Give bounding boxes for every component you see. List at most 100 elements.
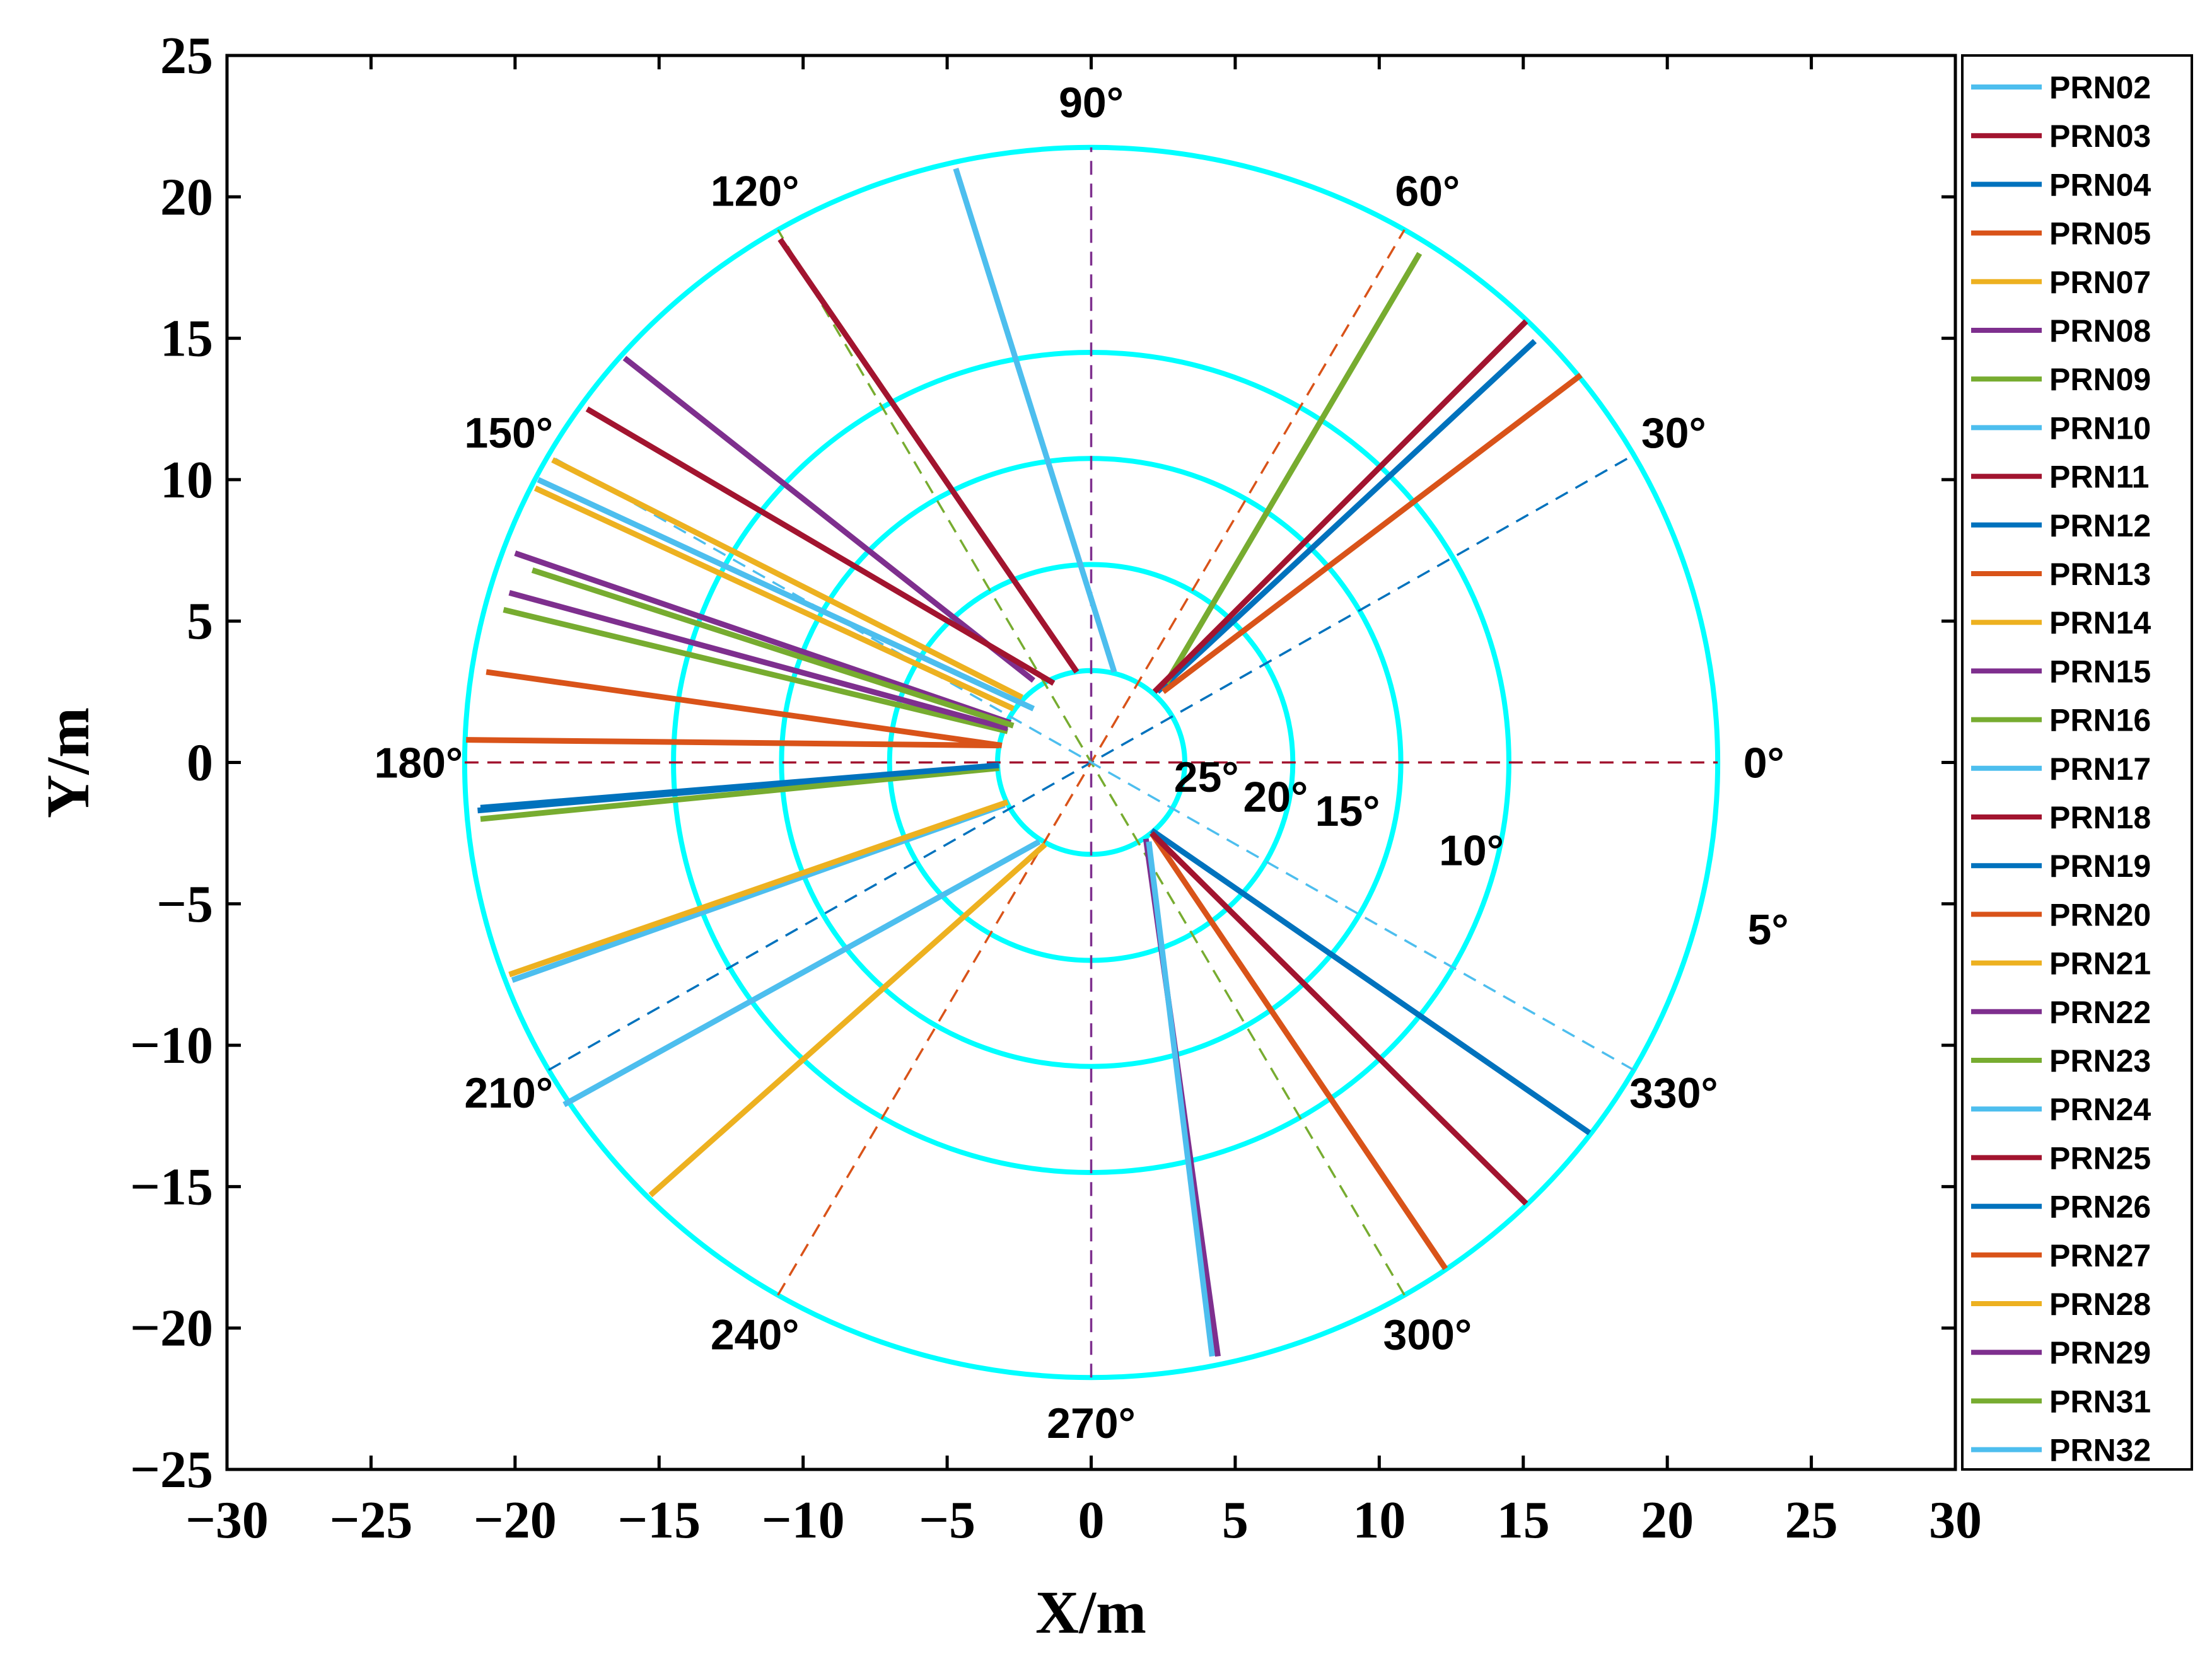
y-tick-label: 0 [187, 734, 213, 792]
y-axis-label: Y/m [34, 707, 102, 818]
series-prn07 [551, 457, 1023, 700]
x-tick-label: 15 [1497, 1491, 1550, 1549]
x-tick-label: 30 [1929, 1491, 1982, 1549]
y-tick-label: −25 [130, 1440, 213, 1499]
angle-label-90: 90° [1059, 79, 1124, 127]
series-prn05 [1161, 373, 1583, 694]
series-prn08 [622, 356, 1035, 683]
series-prn13 [1149, 831, 1448, 1271]
angle-label-180: 180° [374, 739, 463, 787]
series-lines [466, 168, 1592, 1357]
legend-label-prn04: PRN04 [2049, 167, 2151, 202]
legend-label-prn29: PRN29 [2049, 1335, 2151, 1370]
ring-label-3: 15° [1315, 787, 1380, 835]
angle-label-330: 330° [1629, 1069, 1718, 1117]
ring-label-4: 10° [1439, 827, 1504, 875]
x-tick-label: −25 [329, 1491, 412, 1549]
radial-line-150 [548, 454, 1634, 1071]
legend-label-prn26: PRN26 [2049, 1190, 2151, 1225]
series-prn31 [531, 567, 1015, 729]
series-prn22 [508, 589, 1009, 732]
legend-label-prn15: PRN15 [2049, 654, 2151, 689]
x-tick-label: 0 [1078, 1491, 1105, 1549]
legend-label-prn12: PRN12 [2049, 508, 2151, 543]
legend-label-prn09: PRN09 [2049, 362, 2151, 397]
angle-label-0: 0° [1743, 739, 1784, 787]
series-prn28 [648, 842, 1047, 1198]
y-tick-label: 10 [160, 451, 213, 509]
y-tick-label: 20 [160, 168, 213, 226]
x-tick-label: −20 [474, 1491, 557, 1549]
series-prn21 [508, 799, 1009, 978]
angle-label-210: 210° [464, 1069, 553, 1117]
legend-label-prn08: PRN08 [2049, 313, 2151, 349]
ring-label-5: 5° [1748, 906, 1789, 954]
series-prn03 [777, 238, 1080, 674]
legend-label-prn11: PRN11 [2049, 460, 2149, 495]
radial-lines [464, 147, 1718, 1378]
legend-box [1961, 54, 2193, 1471]
legend-items: PRN02 PRN03 PRN04 PRN05 PRN07 PRN08 PRN09 PRN10… [1971, 70, 2151, 1468]
x-tick-label: 10 [1353, 1491, 1406, 1549]
legend-label-prn24: PRN24 [2049, 1092, 2151, 1127]
legend-label-prn19: PRN19 [2049, 848, 2151, 884]
y-tick-label: −5 [156, 875, 213, 934]
x-tick-label: 5 [1222, 1491, 1249, 1549]
x-tick-label: 20 [1641, 1491, 1694, 1549]
series-prn32 [1146, 841, 1215, 1357]
series-prn20 [486, 669, 1003, 749]
series-prn14 [533, 485, 1015, 712]
ring-labels: 25° 20° 15° 10° 5° [1174, 753, 1789, 954]
series-prn18 [585, 406, 1056, 686]
series-prn12 [1150, 828, 1592, 1135]
legend-label-prn02: PRN02 [2049, 70, 2151, 105]
axis-ticks: −30 −25 −20 −15 −10 −5 0 5 10 15 20 25 30−25−20−15−1… [130, 26, 1982, 1549]
x-tick-label: 25 [1785, 1491, 1838, 1549]
series-prn16 [503, 606, 1009, 734]
x-tick-label: −5 [919, 1491, 975, 1549]
legend-label-prn23: PRN23 [2049, 1043, 2151, 1079]
legend-label-prn31: PRN31 [2049, 1384, 2151, 1419]
legend-label-prn27: PRN27 [2049, 1238, 2151, 1273]
legend-label-prn32: PRN32 [2049, 1433, 2151, 1468]
series-prn27 [466, 737, 999, 749]
angle-label-300: 300° [1383, 1311, 1472, 1359]
angle-label-30: 30° [1641, 409, 1706, 457]
x-tick-label: −10 [762, 1491, 845, 1549]
legend-label-prn13: PRN13 [2049, 557, 2151, 592]
y-tick-label: 15 [160, 310, 213, 368]
series-prn15 [514, 550, 1012, 726]
angle-labels: 0° 30° 60° 90° 120° 150° 180° 210° 240° 270° 300° 3… [374, 79, 1784, 1447]
legend-label-prn17: PRN17 [2049, 751, 2151, 787]
series-prn04 [1155, 339, 1537, 694]
ring-label-1: 25° [1174, 753, 1239, 801]
y-tick-label: −15 [130, 1157, 213, 1216]
y-tick-label: −10 [130, 1016, 213, 1075]
legend-label-prn20: PRN20 [2049, 897, 2151, 932]
legend-label-prn28: PRN28 [2049, 1287, 2151, 1322]
legend-label-prn25: PRN25 [2049, 1140, 2151, 1176]
series-prn26 [480, 762, 999, 811]
legend-label-prn21: PRN21 [2049, 946, 2151, 982]
series-prn02 [953, 168, 1117, 673]
legend-label-prn16: PRN16 [2049, 703, 2151, 738]
angle-label-150: 150° [464, 409, 553, 457]
angle-label-270: 270° [1047, 1399, 1136, 1447]
y-tick-label: 25 [160, 26, 213, 85]
series-prn09 [1163, 252, 1423, 685]
y-tick-label: 5 [187, 592, 213, 651]
legend-label-prn03: PRN03 [2049, 119, 2151, 154]
series-prn10 [537, 477, 1035, 712]
series-prn24 [562, 839, 1041, 1108]
x-tick-label: −15 [617, 1491, 701, 1549]
legend-label-prn18: PRN18 [2049, 800, 2151, 835]
x-tick-label: −30 [185, 1491, 269, 1549]
legend: PRN02 PRN03 PRN04 PRN05 PRN07 PRN08 PRN09 PRN10… [1961, 54, 2193, 1471]
x-axis-label: X/m [1035, 1578, 1146, 1646]
legend-label-prn22: PRN22 [2049, 995, 2151, 1030]
angle-label-120: 120° [711, 167, 800, 215]
ring-label-2: 20° [1243, 773, 1308, 821]
legend-label-prn05: PRN05 [2049, 216, 2151, 252]
